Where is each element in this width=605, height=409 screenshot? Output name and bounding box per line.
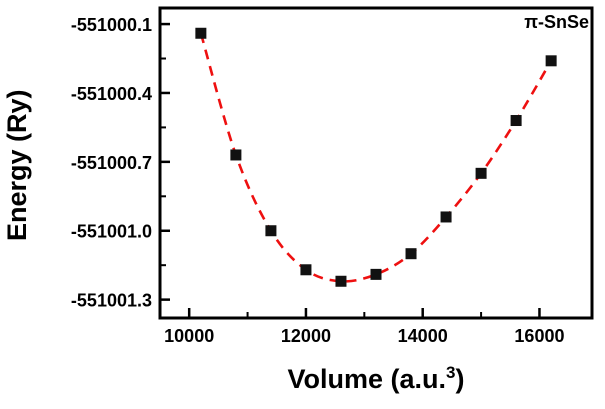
phase-label: π-SnSe <box>524 12 589 32</box>
data-point <box>510 115 522 127</box>
data-point-markers <box>195 27 557 287</box>
y-tick-label: -551000.4 <box>71 84 152 104</box>
y-tick-label: -551001.0 <box>71 222 152 242</box>
data-point <box>335 275 347 287</box>
y-tick-label: -551000.1 <box>71 15 152 35</box>
data-point <box>405 248 417 260</box>
data-point <box>195 27 207 39</box>
x-tick-label: 10000 <box>164 326 214 346</box>
data-point <box>475 167 487 179</box>
x-axis-title-text: Volume (a.u. <box>287 364 447 394</box>
data-point <box>545 55 557 67</box>
data-point <box>440 211 452 223</box>
y-tick-label: -551000.7 <box>71 153 152 173</box>
x-axis-title-superscript: 3 <box>446 363 456 382</box>
x-axis-title-close: ) <box>455 364 465 394</box>
data-point <box>300 264 312 276</box>
y-axis-title: Energy (Ry) <box>2 89 32 241</box>
x-tick-label: 16000 <box>514 326 564 346</box>
y-tick-label: -551001.3 <box>71 291 152 311</box>
x-tick-label: 14000 <box>398 326 448 346</box>
fit-curve <box>199 32 553 283</box>
data-point <box>265 225 277 237</box>
x-axis-title: Volume (a.u.3) <box>160 363 592 395</box>
x-axis-ticks: 10000 12000 14000 16000 <box>164 308 564 346</box>
data-point <box>230 149 242 161</box>
axis-box <box>158 6 594 320</box>
y-axis-ticks: -551000.1 -551000.4 -551000.7 -551001.0 -551… <box>71 15 170 311</box>
data-point <box>370 268 382 280</box>
x-tick-label: 12000 <box>281 326 331 346</box>
